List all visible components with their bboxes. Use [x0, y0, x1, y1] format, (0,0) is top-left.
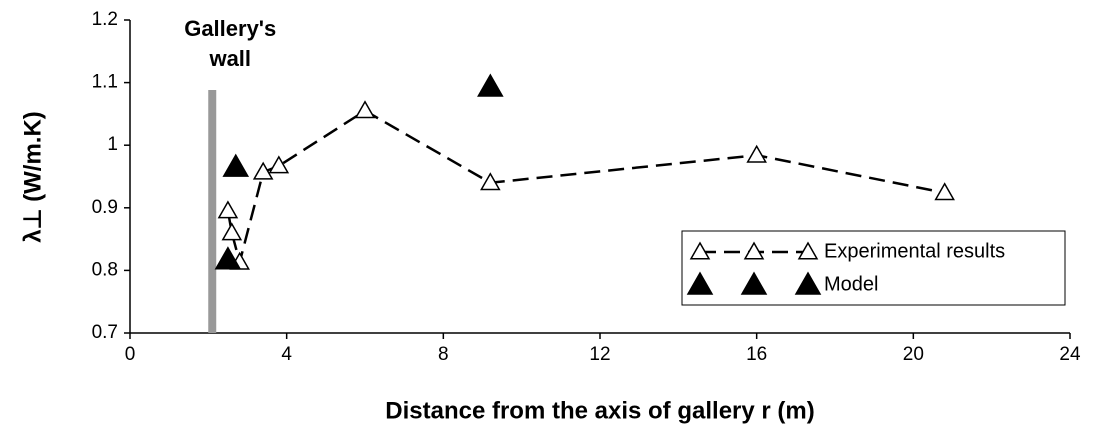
- marker: [934, 182, 955, 201]
- marker: [797, 241, 819, 260]
- y-tick-label: 0.7: [92, 322, 118, 343]
- marker: [689, 241, 711, 260]
- y-tick-label: 0.8: [92, 259, 118, 280]
- marker: [217, 200, 239, 219]
- marker: [214, 246, 242, 270]
- y-tick-label: 0.9: [92, 197, 118, 218]
- marker: [794, 271, 822, 295]
- x-tick-label: 4: [281, 344, 292, 365]
- marker: [268, 155, 290, 174]
- y-tick-label: 1: [107, 134, 118, 155]
- legend-label: Experimental results: [824, 240, 1005, 262]
- x-tick-label: 8: [438, 344, 449, 365]
- x-tick-label: 12: [589, 344, 610, 365]
- marker: [222, 153, 250, 177]
- x-tick-label: 24: [1059, 344, 1081, 365]
- marker: [746, 144, 767, 163]
- legend-label: Model: [824, 273, 878, 295]
- marker: [221, 222, 243, 241]
- y-axis-label: λ⊥ (W/m.K): [19, 111, 46, 243]
- annotation: Gallery's: [184, 16, 276, 41]
- marker: [686, 271, 714, 295]
- marker: [354, 100, 376, 119]
- annotation: wall: [208, 46, 251, 71]
- marker: [743, 241, 765, 260]
- y-tick-label: 1.1: [92, 72, 118, 93]
- y-tick-label: 1.2: [92, 9, 118, 30]
- marker: [740, 271, 768, 295]
- x-axis-label: Distance from the axis of gallery r (m): [385, 397, 814, 424]
- x-tick-label: 16: [746, 344, 767, 365]
- marker: [252, 161, 274, 180]
- marker: [480, 172, 501, 191]
- marker: [477, 73, 504, 97]
- x-tick-label: 0: [125, 344, 136, 365]
- x-tick-label: 20: [903, 344, 924, 365]
- series-line: [226, 109, 945, 268]
